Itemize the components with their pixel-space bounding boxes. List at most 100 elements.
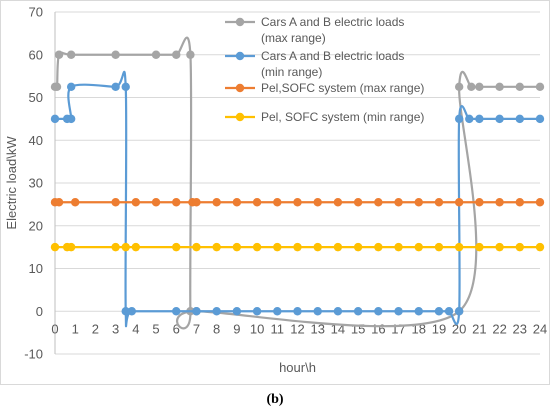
- series-3-point: [273, 242, 282, 252]
- x-tick-label: 12: [290, 321, 304, 336]
- series-3-point: [293, 242, 302, 252]
- series-1-point: [212, 307, 221, 316]
- series-1-point: [374, 307, 383, 316]
- series-3-point: [172, 242, 181, 252]
- series-2-point: [313, 198, 322, 207]
- series-1-point: [434, 307, 444, 316]
- legend-1-label: (min range): [261, 65, 322, 79]
- x-tick-label: 4: [132, 321, 139, 336]
- series-0-point: [66, 50, 76, 59]
- legend-0-label: Cars A and B electric loads: [261, 15, 404, 29]
- series-3-point: [394, 242, 403, 252]
- series-3-point: [495, 242, 504, 252]
- figure-caption: (b): [266, 392, 284, 407]
- series-2-point: [374, 198, 383, 207]
- series-1-point: [66, 114, 76, 124]
- series-3-point: [232, 242, 242, 252]
- series-1-point: [333, 307, 343, 316]
- series-2-point: [273, 198, 282, 207]
- series-2-point: [515, 198, 524, 207]
- series-1-point: [111, 82, 120, 92]
- y-tick-label: 50: [29, 90, 43, 105]
- y-tick-label: 70: [29, 5, 43, 20]
- x-tick-label: 20: [452, 321, 466, 336]
- series-1-point: [515, 114, 524, 124]
- y-tick-label: 30: [29, 176, 43, 191]
- series-0-point: [52, 82, 62, 92]
- series-1-point: [192, 307, 201, 316]
- legend-1-label: Cars A and B electric loads: [261, 49, 404, 63]
- y-tick-label: 60: [29, 47, 43, 62]
- series-3-point: [515, 242, 524, 252]
- series-2-point: [71, 198, 80, 207]
- series-2-point: [293, 198, 302, 207]
- series-2-point: [475, 198, 484, 207]
- legend-1-marker: [235, 51, 245, 61]
- series-3-point: [475, 242, 484, 252]
- series-1-point: [273, 307, 282, 316]
- series-2-point: [535, 198, 545, 207]
- x-tick-label: 1: [72, 321, 79, 336]
- series-2-point: [353, 198, 363, 207]
- y-axis-title: Electric load\kW: [4, 136, 19, 230]
- y-tick-label: 20: [29, 218, 43, 233]
- y-tick-label: -10: [24, 347, 43, 362]
- series-0-point: [535, 82, 545, 92]
- series-1-point: [127, 307, 136, 316]
- x-tick-label: 9: [233, 321, 240, 336]
- series-0-group: [50, 36, 545, 330]
- x-tick-label: 6: [173, 321, 180, 336]
- series-1-point: [252, 307, 262, 316]
- y-tick-label: 10: [29, 261, 43, 276]
- series-1-point: [313, 307, 322, 316]
- series-1-point: [475, 114, 484, 124]
- series-1-point: [293, 307, 302, 316]
- series-3-point: [121, 242, 130, 252]
- x-tick-label: 19: [432, 321, 446, 336]
- series-1-point: [50, 114, 60, 124]
- series-2-point: [333, 198, 343, 207]
- series-0-point: [172, 50, 181, 59]
- series-3-point: [333, 242, 343, 252]
- series-1-point: [66, 82, 76, 92]
- series-2-point: [212, 198, 221, 207]
- x-axis-title: hour\h: [279, 360, 316, 375]
- x-tick-label: 0: [51, 321, 58, 336]
- series-2-point: [454, 198, 464, 207]
- series-3-point: [252, 242, 262, 252]
- series-3-point: [414, 242, 423, 252]
- series-1-point: [454, 114, 464, 124]
- series-3-point: [313, 242, 322, 252]
- series-0-point: [151, 50, 161, 59]
- series-2-point: [434, 198, 444, 207]
- series-3-point: [374, 242, 383, 252]
- series-0-point: [54, 50, 64, 59]
- series-1-point: [444, 307, 454, 316]
- series-3-point: [111, 242, 120, 252]
- series-3-point: [353, 242, 363, 252]
- series-0-point: [186, 50, 195, 59]
- series-1-point: [454, 307, 464, 316]
- x-tick-label: 17: [391, 321, 405, 336]
- x-tick-label: 15: [351, 321, 365, 336]
- series-3-point: [212, 242, 221, 252]
- series-0-point: [454, 82, 464, 92]
- series-2-point: [495, 198, 504, 207]
- x-tick-label: 3: [112, 321, 119, 336]
- series-2-point: [111, 198, 120, 207]
- series-3-point: [192, 242, 201, 252]
- x-tick-label: 22: [492, 321, 506, 336]
- series-0-point: [515, 82, 524, 92]
- legend-3-label: Pel, SOFC system (min range): [261, 110, 424, 124]
- series-2-point: [54, 198, 64, 207]
- series-2-point: [414, 198, 423, 207]
- series-1-point: [495, 114, 504, 124]
- series-2-point: [172, 198, 181, 207]
- series-0-point: [495, 82, 504, 92]
- series-2-point: [232, 198, 242, 207]
- series-2-point: [394, 198, 403, 207]
- series-3-point: [434, 242, 444, 252]
- series-1-group: [50, 70, 545, 328]
- series-2-point: [192, 198, 201, 207]
- series-1-point: [121, 307, 130, 316]
